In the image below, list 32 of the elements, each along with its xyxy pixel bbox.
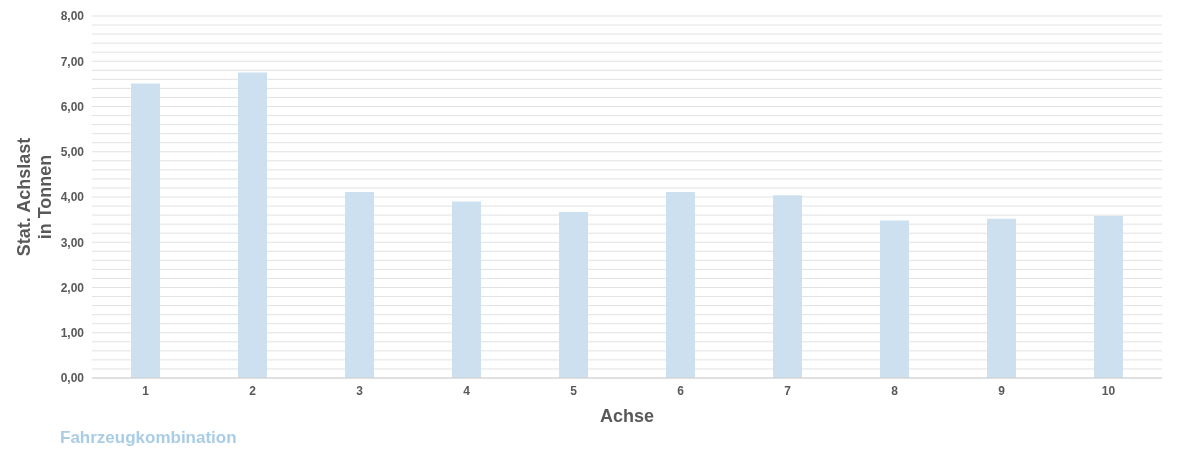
y-tick-label: 1,00 — [60, 326, 85, 341]
y-tick-label: 4,00 — [60, 190, 85, 205]
bar — [559, 211, 588, 378]
y-tick-label: 8,00 — [60, 9, 85, 24]
x-tick-label: 9 — [998, 383, 1006, 398]
bar — [987, 218, 1016, 378]
bar — [131, 83, 160, 378]
x-tick-label: 2 — [249, 383, 257, 398]
x-tick-label: 6 — [677, 383, 685, 398]
y-tick-label: 5,00 — [60, 145, 85, 160]
x-tick-label: 1 — [142, 383, 150, 398]
y-tick-label: 7,00 — [60, 54, 85, 69]
x-axis-title: Achse — [599, 406, 655, 426]
x-tick-label: 3 — [356, 383, 364, 398]
y-tick-label: 2,00 — [60, 280, 85, 295]
x-tick-label: 8 — [891, 383, 899, 398]
bar — [1094, 216, 1123, 378]
x-tick-label: 7 — [784, 383, 792, 398]
x-tick-label: 4 — [463, 383, 471, 398]
bar — [666, 192, 695, 378]
bar — [452, 201, 481, 378]
y-axis-title: Stat. Achslast in Tonnen — [14, 137, 55, 257]
y-tick-label: 0,00 — [60, 371, 85, 386]
bar — [773, 195, 802, 378]
bar — [238, 72, 267, 378]
x-tick-label: 5 — [570, 383, 578, 398]
y-tick-label: 6,00 — [60, 99, 85, 114]
bar — [345, 192, 374, 378]
text: Fahrzeugkombination — [60, 428, 237, 448]
bar — [880, 220, 909, 378]
x-tick-label: 10 — [1101, 383, 1116, 398]
y-tick-label: 3,00 — [60, 235, 85, 250]
